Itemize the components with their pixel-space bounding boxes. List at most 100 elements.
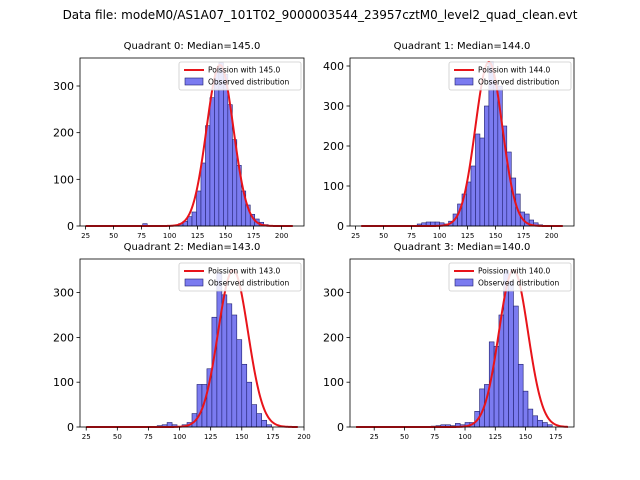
subplot-title: Quadrant 1: Median=144.0: [394, 41, 531, 52]
histogram-bar: [227, 104, 233, 227]
y-tick-label: 100: [323, 180, 344, 193]
legend-box: [448, 262, 572, 292]
histogram-bar: [493, 81, 499, 227]
histogram-bar: [261, 419, 267, 428]
x-tick-label: 175: [247, 232, 260, 240]
legend-box: [178, 61, 302, 91]
figure-title: Data file: modeM0/AS1A07_101T02_90000035…: [62, 8, 578, 22]
x-tick-label: 75: [407, 232, 416, 240]
y-tick-label: 300: [323, 287, 344, 300]
legend-bar-label: Observed distribution: [208, 279, 289, 288]
axes-frame: [79, 258, 305, 428]
x-tick-label: 25: [81, 232, 90, 240]
histogram-bar: [484, 105, 490, 227]
x-tick-label: 25: [370, 433, 379, 441]
histogram-bar: [231, 314, 238, 428]
histogram-bar: [542, 422, 548, 428]
legend-bar-label: Observed distribution: [208, 78, 289, 87]
legend-box: [178, 262, 302, 292]
x-tick-label: 100: [433, 232, 446, 240]
axes-frame: [79, 57, 305, 227]
axes-frame: [349, 258, 575, 428]
histogram-bar: [518, 363, 524, 428]
y-tick-label: 300: [53, 80, 74, 93]
histogram-bar: [200, 162, 206, 227]
histogram-bar: [226, 303, 233, 428]
x-tick-label: 125: [204, 433, 217, 441]
legend-line-label: Poission with 145.0: [208, 66, 281, 75]
histogram-bar: [527, 408, 534, 428]
legend: Poission with 143.0 Observed distribution: [178, 262, 302, 292]
x-tick-label: 125: [489, 433, 502, 441]
x-tick-label: 50: [400, 433, 409, 441]
legend-line-label: Poission with 140.0: [478, 267, 551, 276]
x-tick-label: 50: [113, 433, 122, 441]
x-tick-label: 125: [191, 232, 204, 240]
histogram-bar: [537, 419, 543, 428]
x-tick-label: 75: [137, 232, 146, 240]
histogram-bar: [241, 363, 248, 428]
legend-box: [448, 61, 572, 91]
x-tick-label: 175: [266, 433, 279, 441]
histogram-bar: [522, 390, 529, 428]
x-tick-label: 175: [549, 433, 562, 441]
poisson-fit-line: [86, 269, 298, 428]
legend-line-label: Poission with 143.0: [208, 267, 281, 276]
x-tick-label: 150: [519, 433, 532, 441]
y-tick-label: 400: [323, 60, 344, 73]
poisson-fit-line: [356, 269, 568, 428]
subplot-title: Quadrant 0: Median=145.0: [124, 41, 261, 52]
histogram-bar: [216, 272, 223, 428]
y-tick-label: 300: [323, 100, 344, 113]
histogram-bar: [236, 339, 243, 428]
legend-bar-label: Observed distribution: [478, 279, 559, 288]
legend-bar-label: Observed distribution: [478, 78, 559, 87]
x-tick-label: 100: [163, 232, 176, 240]
x-tick-label: 200: [275, 232, 288, 240]
x-tick-label: 200: [545, 232, 558, 240]
histogram-bar: [214, 71, 220, 227]
histogram-bar: [191, 211, 197, 227]
x-tick-label: 50: [379, 232, 388, 240]
axes-frame: [349, 57, 575, 227]
histogram-bar: [196, 384, 203, 428]
x-tick-label: 50: [109, 232, 118, 240]
y-tick-label: 0: [337, 220, 344, 233]
legend-line-label: Poission with 144.0: [478, 66, 551, 75]
subplot-quadrant-0: Quadrant 0: Median=145.0 25 50 75 100 125 150 1…: [53, 41, 305, 240]
histogram-bar: [256, 413, 262, 428]
histogram-bar: [246, 381, 253, 428]
histogram-bar: [221, 294, 228, 428]
x-tick-label: 200: [297, 433, 310, 441]
histogram-bar: [475, 133, 481, 227]
y-tick-label: 100: [53, 376, 74, 389]
legend: Poission with 144.0 Observed distribution: [448, 61, 572, 91]
legend: Poission with 145.0 Observed distribution: [178, 61, 302, 91]
histogram-bar: [205, 125, 211, 227]
y-tick-label: 200: [323, 331, 344, 344]
y-tick-label: 100: [53, 173, 74, 186]
y-tick-label: 200: [323, 140, 344, 153]
y-tick-label: 200: [53, 127, 74, 140]
y-tick-label: 300: [53, 287, 74, 300]
subplot-quadrant-3: Quadrant 3: Median=140.0 25 50 75 100 125 150 1…: [323, 242, 575, 441]
x-tick-label: 25: [82, 433, 91, 441]
x-tick-label: 75: [144, 433, 153, 441]
x-tick-label: 75: [430, 433, 439, 441]
y-tick-label: 100: [323, 376, 344, 389]
histogram-bar: [223, 74, 229, 227]
histogram-bar: [251, 404, 258, 428]
subplot-title: Quadrant 3: Median=140.0: [394, 242, 531, 253]
legend: Poission with 140.0 Observed distribution: [448, 262, 572, 292]
histogram-bar: [513, 305, 519, 428]
legend-bar-swatch: [184, 77, 204, 86]
y-tick-label: 0: [67, 421, 74, 434]
x-tick-label: 100: [173, 433, 186, 441]
histogram-bar: [479, 137, 485, 227]
x-tick-label: 25: [351, 232, 360, 240]
histogram-bar: [470, 165, 476, 227]
x-tick-label: 150: [489, 232, 502, 240]
x-tick-label: 125: [461, 232, 474, 240]
x-tick-label: 150: [219, 232, 232, 240]
